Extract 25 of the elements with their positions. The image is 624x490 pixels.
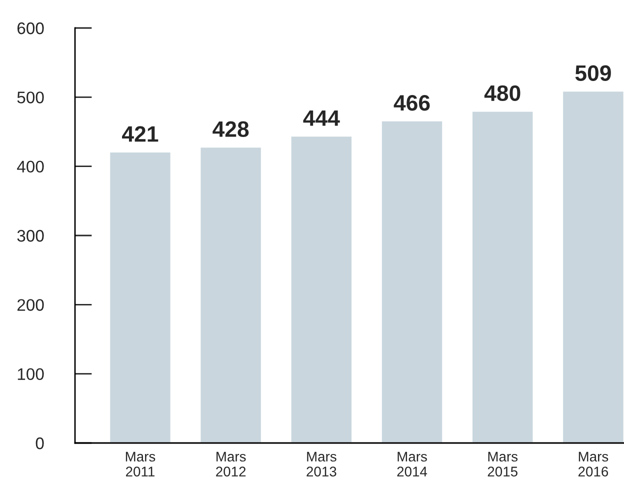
x-tick-label: Mars 2015 <box>488 452 518 476</box>
bar <box>562 90 624 443</box>
x-tick-label: Mars 2011 <box>126 452 156 476</box>
y-tick-label: 600 <box>17 22 44 34</box>
x-tick-label: Mars 2013 <box>306 452 336 476</box>
data-label: 428 <box>212 121 249 138</box>
data-label: 509 <box>575 65 611 81</box>
data-label: 421 <box>122 126 158 142</box>
data-label: 444 <box>303 110 340 126</box>
y-tick-label: 200 <box>17 299 44 311</box>
y-tick-label: 0 <box>36 437 44 450</box>
bar <box>290 135 353 443</box>
y-tick-label: 300 <box>17 230 44 242</box>
bar <box>199 146 262 443</box>
x-tick-label: Mars 2012 <box>216 452 246 476</box>
bar <box>471 110 534 443</box>
data-label: 480 <box>484 85 520 102</box>
x-tick-label: Mars 2014 <box>397 452 428 476</box>
bar <box>380 120 444 443</box>
y-tick-label: 100 <box>18 368 44 380</box>
bar <box>108 151 172 443</box>
data-label: 466 <box>394 95 430 111</box>
y-tick-label: 500 <box>17 92 44 104</box>
x-tick-label: Mars 2016 <box>578 452 608 476</box>
y-tick-label: 400 <box>17 160 44 173</box>
